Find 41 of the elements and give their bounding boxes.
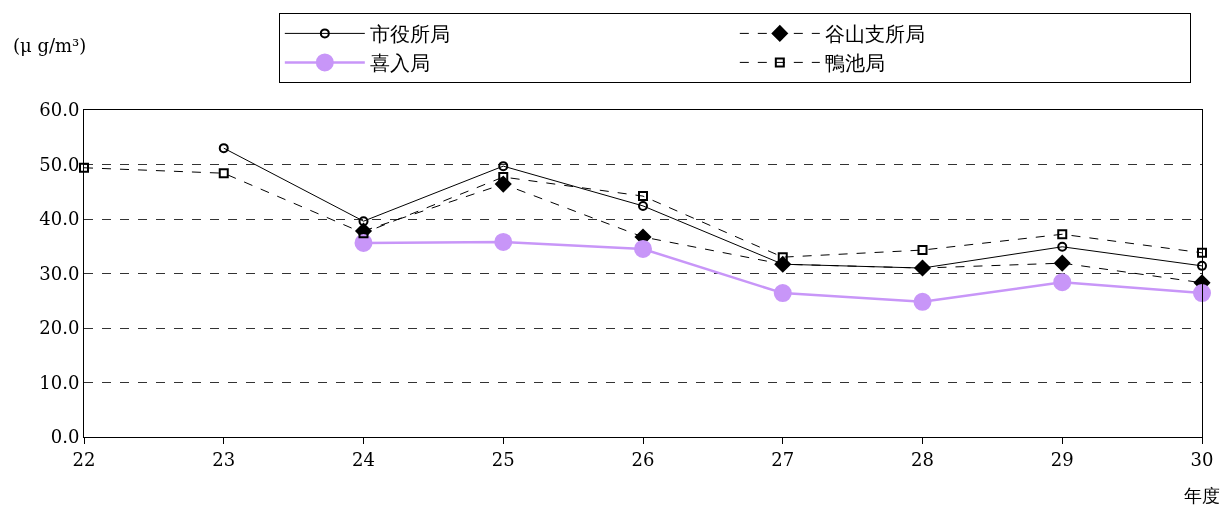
legend-label: 鴨池局 <box>824 51 885 76</box>
y-tick-label: 20.0 <box>39 317 80 339</box>
x-tick-label: 26 <box>631 448 655 470</box>
point <box>638 191 648 202</box>
legend-label: 市役所局 <box>369 22 450 47</box>
x-tick-label: 28 <box>911 448 934 470</box>
legend-label: 喜入局 <box>369 51 430 76</box>
y-tick-label: 60.0 <box>39 99 80 121</box>
y-tick-label: 40.0 <box>39 208 80 230</box>
point <box>634 239 652 258</box>
point <box>1193 284 1211 303</box>
point <box>1197 260 1207 271</box>
point <box>1053 273 1072 292</box>
x-tick-label: 25 <box>491 448 515 470</box>
y-axis-title: (μ g/m³) <box>13 35 87 56</box>
x-axis-title: 年度 <box>1184 485 1220 506</box>
y-tick-label: 0.0 <box>50 426 80 448</box>
point <box>1197 247 1207 258</box>
y-tick-label: 10.0 <box>39 371 80 393</box>
x-tick-label: 30 <box>1190 448 1214 470</box>
x-tick-label: 27 <box>771 448 795 470</box>
point <box>773 284 792 303</box>
point <box>913 292 932 311</box>
y-tick-label: 30.0 <box>39 262 80 284</box>
y-tick-label: 50.0 <box>39 153 80 175</box>
point <box>218 168 229 179</box>
x-tick-label: 23 <box>212 448 236 470</box>
point <box>498 161 509 172</box>
point <box>79 162 89 173</box>
point <box>358 216 369 227</box>
point <box>218 143 229 154</box>
x-tick-label: 24 <box>352 448 375 470</box>
point <box>494 232 513 251</box>
point <box>917 245 928 256</box>
point <box>1057 229 1068 240</box>
point <box>1057 241 1068 252</box>
point <box>638 200 648 211</box>
x-tick-label: 22 <box>72 448 96 470</box>
legend-label: 谷山支所局 <box>824 22 925 47</box>
x-tick-label: 29 <box>1050 448 1074 470</box>
point <box>1054 255 1071 272</box>
